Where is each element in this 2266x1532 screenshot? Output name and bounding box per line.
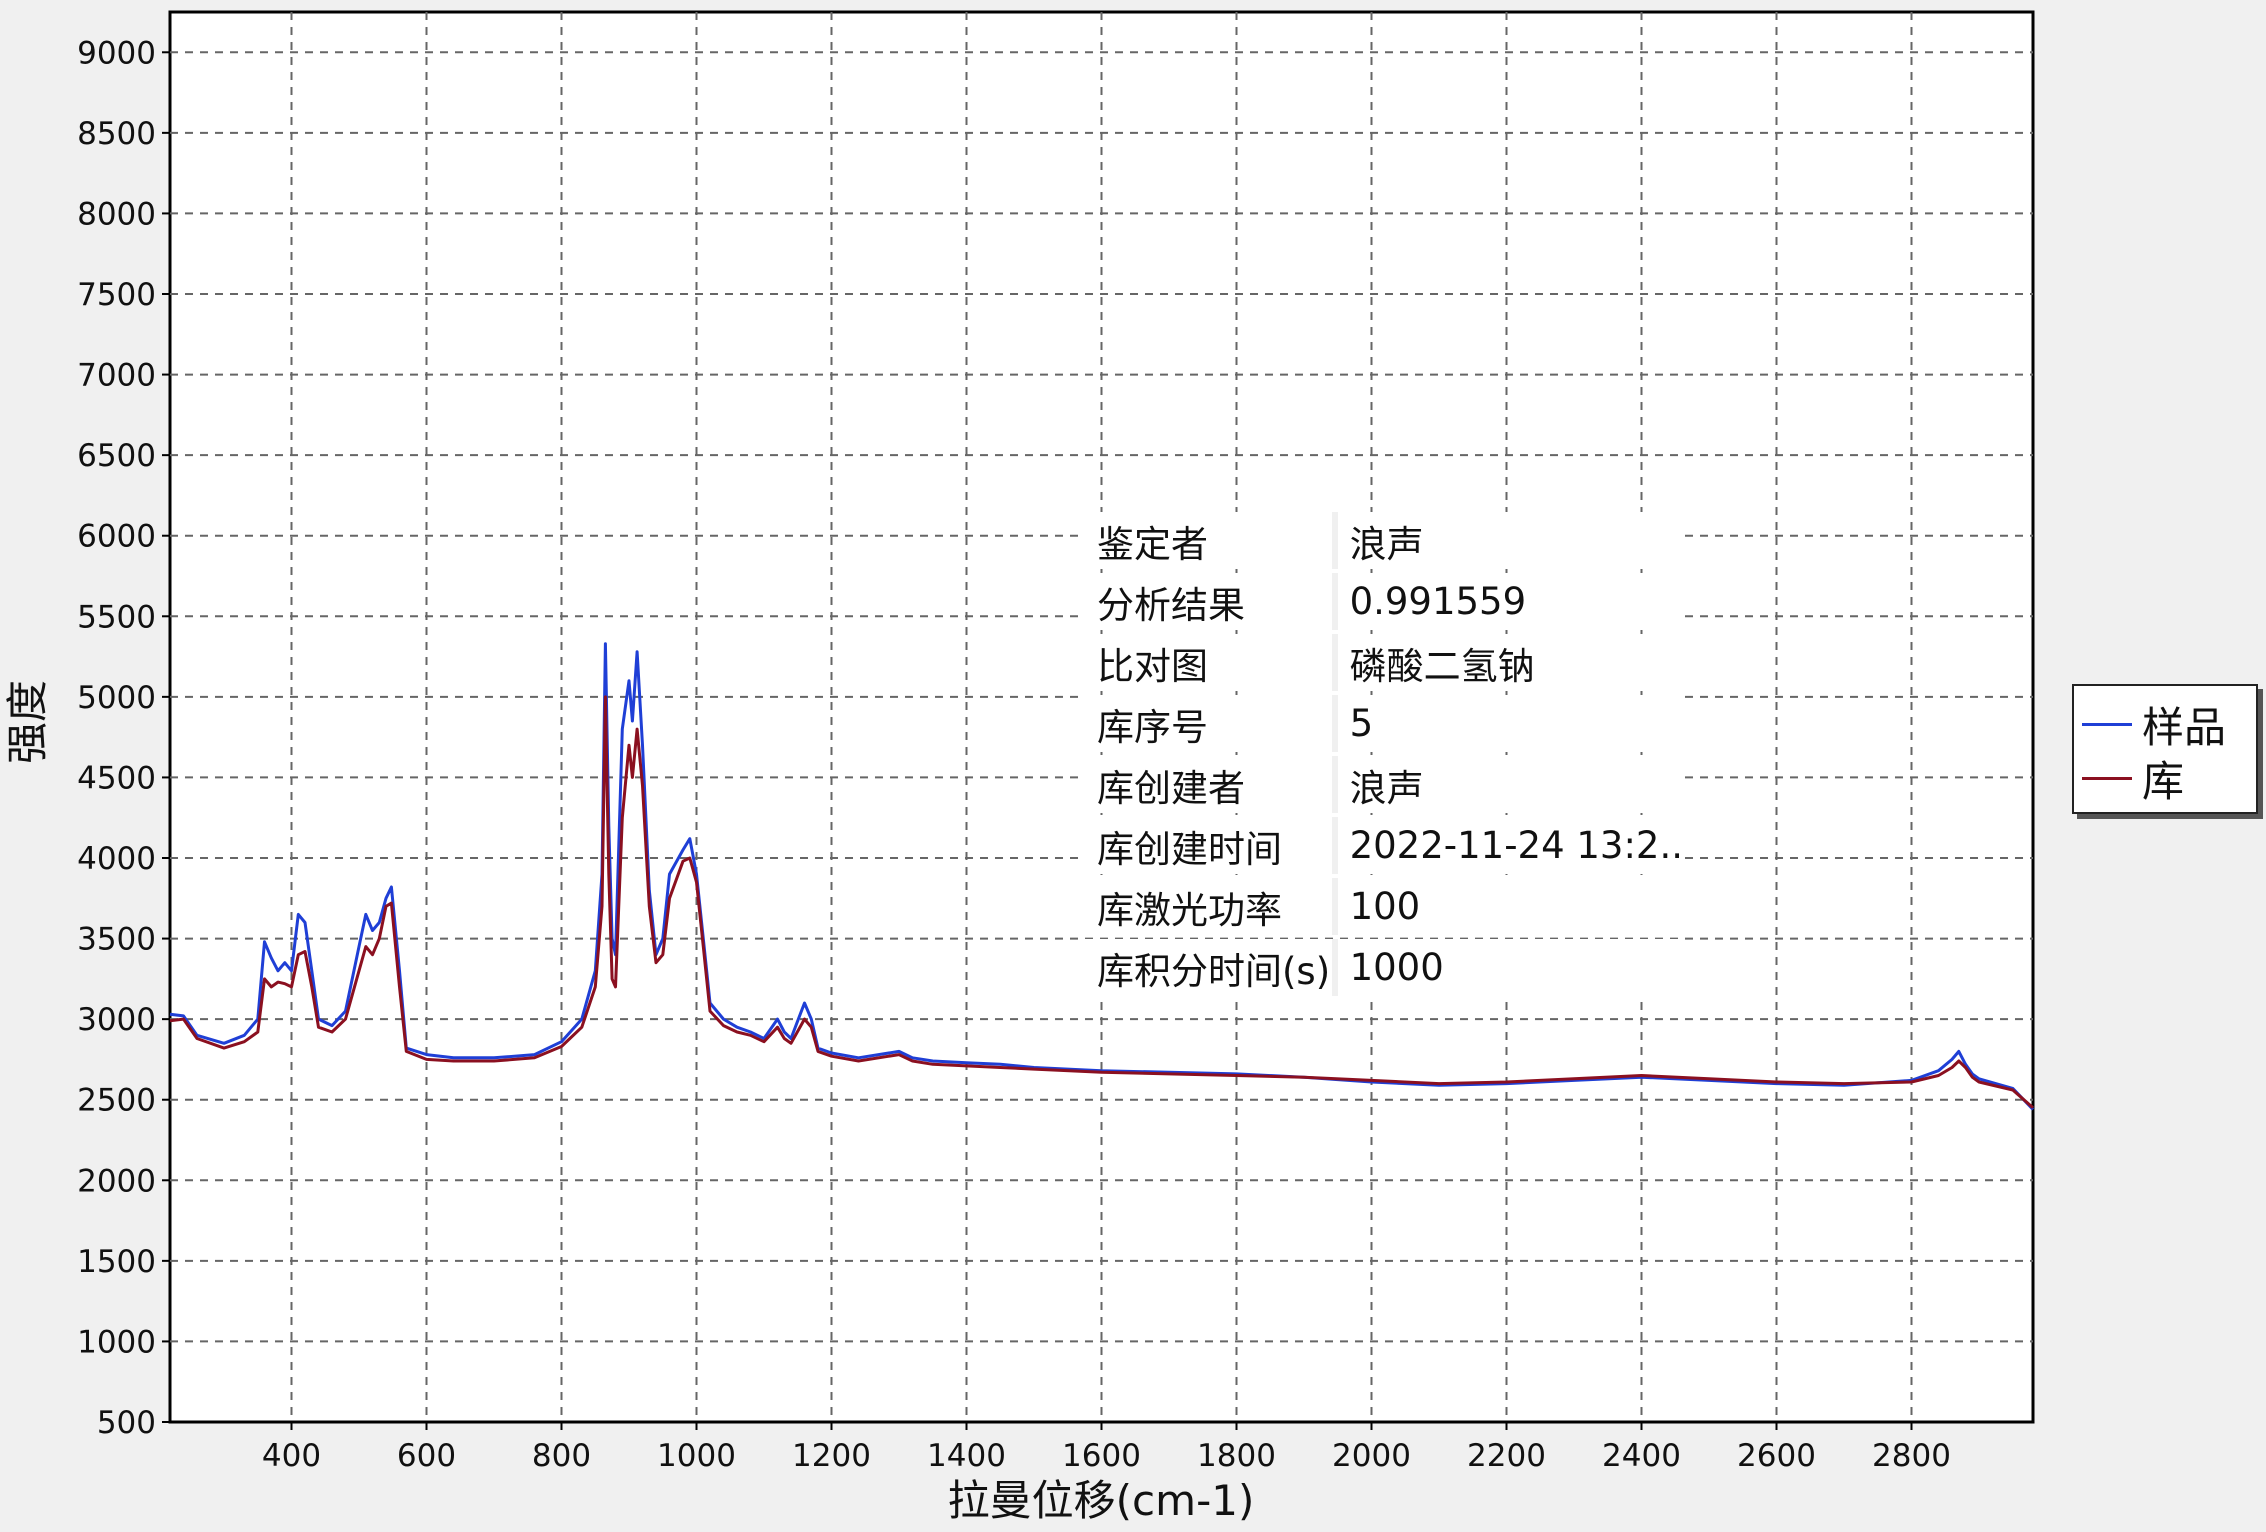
x-axis-title: 拉曼位移(cm-1) [948,1476,1255,1525]
info-row: 库激光功率 100 [1085,878,1683,935]
analysis-result-table: 鉴定者 浪声 分析结果 0.991559 比对图 磷酸二氢钠 库序号 5 库创建者 浪声 库创建时间… [1085,508,1683,1000]
x-tick-label: 2000 [1332,1438,1411,1474]
info-value: 0.991559 [1337,573,1683,630]
info-value: 磷酸二氢钠 [1337,634,1683,691]
y-tick-label: 500 [97,1405,156,1441]
y-tick-label: 1000 [77,1324,156,1360]
info-value: 2022-11-24 13:2.. [1337,817,1683,874]
legend: 样品 库 [2072,684,2258,814]
info-row: 分析结果 0.991559 [1085,573,1683,630]
y-tick-label: 8000 [77,196,156,232]
y-tick-label: 6000 [77,519,156,555]
axis-ticks: 400 600 800 1000 1200 1400 1600 1800 2000 2200 240… [77,35,1951,1474]
x-tick-label: 2800 [1872,1438,1951,1474]
legend-swatch-sample [2082,722,2132,726]
x-tick-label: 800 [532,1438,591,1474]
y-tick-label: 4000 [77,841,156,877]
x-tick-label: 1000 [657,1438,736,1474]
y-tick-label: 8500 [77,116,156,152]
x-tick-label: 2600 [1737,1438,1816,1474]
series-line-library [169,695,2034,1109]
info-value: 1000 [1337,939,1683,996]
legend-item-sample: 样品 [2082,698,2226,752]
y-tick-label: 7000 [77,358,156,394]
series-lines [169,642,2035,1111]
info-row: 库积分时间(s) 1000 [1085,939,1683,996]
y-tick-label: 7500 [77,277,156,313]
info-key: 库序号 [1085,695,1338,752]
y-tick-label: 3500 [77,922,156,958]
info-row: 比对图 磷酸二氢钠 [1085,634,1683,691]
x-tick-label: 600 [397,1438,456,1474]
info-value: 5 [1337,695,1683,752]
y-axis-title: 强度 [3,680,52,764]
info-row: 库创建时间 2022-11-24 13:2.. [1085,817,1683,874]
info-key: 鉴定者 [1085,512,1338,569]
info-key: 库创建者 [1085,756,1338,813]
series-line-sample [169,642,2035,1111]
y-tick-label: 1500 [77,1244,156,1280]
x-tick-label: 1600 [1062,1438,1141,1474]
x-tick-label: 1800 [1197,1438,1276,1474]
info-key: 库激光功率 [1085,878,1338,935]
y-tick-label: 2500 [77,1083,156,1119]
x-tick-label: 2200 [1467,1438,1546,1474]
legend-swatch-library [2082,776,2132,780]
legend-label-library: 库 [2142,756,2185,806]
info-row: 库创建者 浪声 [1085,756,1683,813]
info-value: 100 [1337,878,1683,935]
legend-label-sample: 样品 [2142,702,2227,752]
x-tick-label: 1400 [927,1438,1006,1474]
x-tick-label: 2400 [1602,1438,1681,1474]
info-key: 分析结果 [1085,573,1338,630]
y-tick-label: 4500 [77,760,156,796]
info-key: 比对图 [1085,634,1338,691]
info-value: 浪声 [1337,756,1683,813]
y-tick-label: 3000 [77,1002,156,1038]
y-tick-label: 9000 [77,35,156,71]
x-tick-label: 400 [262,1438,321,1474]
info-key: 库创建时间 [1085,817,1338,874]
info-key: 库积分时间(s) [1085,939,1338,996]
info-value: 浪声 [1337,512,1683,569]
legend-item-library: 库 [2082,752,2184,806]
info-row: 库序号 5 [1085,695,1683,752]
y-tick-label: 5500 [77,599,156,635]
y-tick-label: 2000 [77,1163,156,1199]
x-tick-label: 1200 [792,1438,871,1474]
info-row: 鉴定者 浪声 [1085,512,1683,569]
y-tick-label: 5000 [77,680,156,716]
y-tick-label: 6500 [77,438,156,474]
